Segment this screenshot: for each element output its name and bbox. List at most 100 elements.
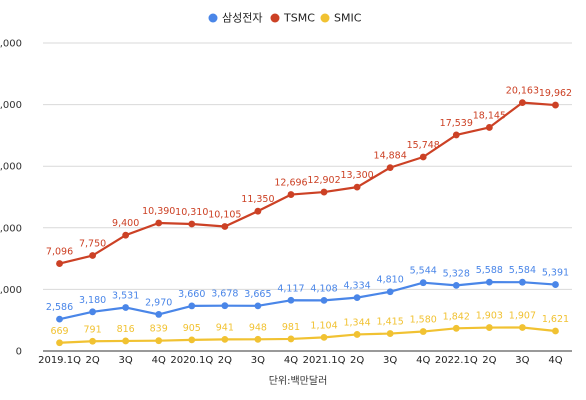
x-tick-label: 4Q xyxy=(152,355,166,366)
data-label: 839 xyxy=(150,324,168,335)
data-point xyxy=(353,183,361,191)
data-label: 12,696 xyxy=(274,178,307,189)
data-label: 18,145 xyxy=(473,110,506,121)
data-point xyxy=(419,279,427,287)
data-point xyxy=(320,296,328,304)
legend-label: TSMC xyxy=(283,12,315,25)
data-label: 1,907 xyxy=(509,311,536,322)
data-label: 791 xyxy=(84,324,102,335)
data-point xyxy=(122,337,130,345)
data-point xyxy=(89,308,96,316)
data-point xyxy=(519,324,526,331)
data-point xyxy=(419,328,427,335)
data-label: 19,962 xyxy=(539,88,572,99)
data-label: 15,748 xyxy=(407,140,440,151)
x-tick-label: 2022.1Q xyxy=(435,355,478,366)
x-tick-label: 4Q xyxy=(416,355,430,366)
data-point xyxy=(254,302,262,310)
x-tick-label: 4Q xyxy=(284,355,298,366)
series-line-TSMC xyxy=(59,101,556,265)
data-point xyxy=(552,101,559,109)
data-label: 2,586 xyxy=(46,302,73,313)
data-point xyxy=(287,335,295,343)
data-point xyxy=(122,304,130,311)
legend-label: 삼성전자 xyxy=(222,12,262,25)
data-label: 1,344 xyxy=(343,317,370,328)
data-label: 1,580 xyxy=(410,315,437,326)
x-tick-label: 2Q xyxy=(85,355,99,366)
data-point xyxy=(155,311,163,318)
data-point xyxy=(386,288,394,296)
data-point xyxy=(254,335,262,343)
data-point xyxy=(155,219,163,227)
data-point xyxy=(122,231,130,239)
data-point xyxy=(56,260,63,267)
data-point xyxy=(320,188,328,196)
series-line-삼성전자 xyxy=(59,281,556,321)
data-label: 10,390 xyxy=(142,206,175,217)
y-tick-label: 5,000 xyxy=(0,285,22,296)
x-tick-label: 2Q xyxy=(218,355,232,366)
data-label: 3,531 xyxy=(112,290,139,301)
data-label: 3,660 xyxy=(178,289,205,300)
x-tick-label: 3Q xyxy=(515,355,529,366)
series-line-SMIC xyxy=(59,326,556,344)
data-point xyxy=(452,131,460,139)
x-tick-label: 4Q xyxy=(548,355,562,366)
data-label: 5,588 xyxy=(476,265,503,276)
data-point xyxy=(56,339,63,347)
data-label: 7,750 xyxy=(79,239,106,250)
y-tick-label: 10,000 xyxy=(0,223,22,234)
data-point xyxy=(56,315,63,323)
data-label: 1,621 xyxy=(542,314,569,325)
data-labels: 2,586 3,180 3,531 2,970 3,660 3,678 3,665 4,117… xyxy=(46,86,572,337)
data-label: 10,105 xyxy=(208,210,241,221)
data-label: 5,544 xyxy=(410,266,437,277)
data-point xyxy=(287,296,295,304)
data-point xyxy=(89,252,96,259)
data-label: 5,391 xyxy=(542,268,569,279)
data-label: 13,300 xyxy=(340,170,373,181)
data-point xyxy=(452,324,460,332)
data-point xyxy=(419,153,427,161)
data-point xyxy=(188,220,196,228)
data-label: 9,400 xyxy=(112,218,139,229)
data-point xyxy=(485,278,493,286)
y-tick-label: 25,000 xyxy=(0,39,22,50)
legend-swatch xyxy=(208,13,218,23)
legend-swatch xyxy=(320,13,330,23)
data-point xyxy=(254,207,262,215)
data-label: 3,678 xyxy=(211,289,238,300)
data-label: 10,310 xyxy=(175,207,208,218)
data-point xyxy=(552,327,559,335)
data-point xyxy=(452,281,460,289)
data-label: 4,810 xyxy=(377,275,404,286)
data-point xyxy=(485,324,493,331)
data-label: 12,902 xyxy=(307,175,340,186)
data-label: 4,108 xyxy=(310,283,337,294)
data-label: 5,584 xyxy=(509,265,536,276)
y-tick-label: 15,000 xyxy=(0,162,22,173)
x-tick-label: 3Q xyxy=(383,355,397,366)
data-point xyxy=(485,124,493,131)
x-tick-label: 3Q xyxy=(251,355,265,366)
data-label: 905 xyxy=(183,323,201,334)
x-axis-unit-label: 단위:백만달러 xyxy=(269,374,328,387)
data-point xyxy=(353,294,361,302)
series-lines xyxy=(56,99,559,347)
legend-swatch xyxy=(270,13,280,23)
y-tick-label: 0 xyxy=(16,347,22,358)
data-label: 5,328 xyxy=(443,268,470,279)
data-label: 1,842 xyxy=(443,311,470,322)
data-point xyxy=(519,99,526,106)
data-label: 4,334 xyxy=(343,281,370,292)
x-tick-label: 2Q xyxy=(350,355,364,366)
data-point xyxy=(221,302,229,310)
x-tick-label: 2Q xyxy=(482,355,496,366)
data-point xyxy=(386,164,394,172)
data-point xyxy=(221,336,229,343)
data-label: 669 xyxy=(50,326,68,337)
data-point xyxy=(155,337,163,345)
